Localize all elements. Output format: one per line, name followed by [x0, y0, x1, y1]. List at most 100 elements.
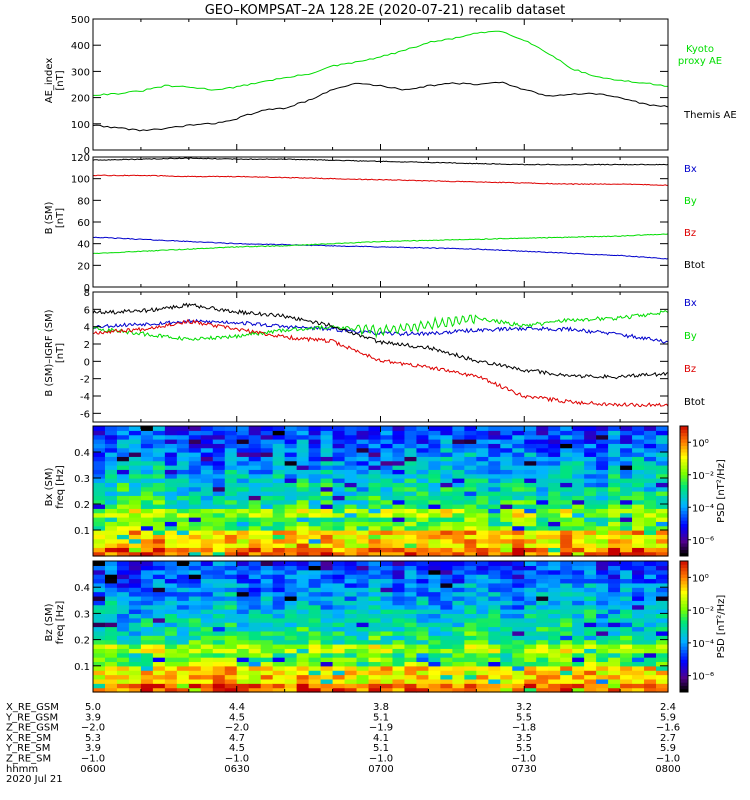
spectrogram-cell	[536, 648, 549, 654]
spectrogram-cell	[548, 683, 561, 689]
spectrogram-cell	[200, 460, 214, 466]
spectrogram-cell	[188, 439, 202, 444]
spectrogram-cell	[128, 478, 142, 483]
spectrogram-cell	[656, 670, 669, 676]
spectrogram-cell	[536, 652, 549, 658]
spectrogram-cell	[224, 617, 238, 623]
spectrogram-cell	[128, 543, 142, 548]
spectrogram-cell	[440, 473, 453, 479]
spectrogram-cell	[656, 426, 669, 431]
spectrogram-cell	[368, 617, 382, 623]
spectrogram-cell	[104, 452, 118, 457]
spectrogram-cell	[428, 460, 441, 466]
spectrogram-cell	[632, 525, 645, 531]
spectrogram-cell	[512, 426, 525, 431]
spectrogram-cell	[308, 543, 322, 548]
spectrogram-cell	[236, 670, 250, 676]
ylabel-line: Bz (SM)	[44, 603, 55, 641]
spectrogram-cell	[332, 491, 346, 496]
spectrogram-cell	[212, 674, 226, 680]
spectrogram-cell	[560, 521, 573, 527]
spectrogram-cell	[536, 508, 549, 514]
spectrogram-cell	[308, 657, 322, 663]
spectrogram-cell	[596, 491, 609, 496]
spectrogram-cell	[488, 670, 501, 676]
spectrogram-cell	[188, 521, 202, 527]
spectrogram-cell	[620, 456, 633, 462]
colorbar-step	[680, 435, 688, 440]
spectrogram-cell	[404, 443, 418, 449]
spectrogram-cell	[440, 482, 453, 488]
spectrogram-cell	[428, 622, 441, 628]
ephemeris-value: −1.6	[656, 723, 680, 734]
spectrogram-cell	[596, 482, 609, 488]
spectrogram-cell	[608, 439, 621, 444]
spectrogram-cell	[93, 578, 106, 584]
spectrogram-cell	[608, 456, 621, 462]
spectrogram-cell	[140, 683, 154, 689]
spectrogram-cell	[296, 538, 310, 544]
spectrogram-cell	[476, 587, 489, 593]
spectrogram-cell	[152, 538, 166, 544]
spectrogram-cell	[368, 473, 382, 479]
spectrogram-cell	[488, 517, 501, 522]
spectrogram-cell	[188, 613, 202, 619]
spectrogram-cell	[416, 635, 430, 641]
spectrogram-cell	[152, 622, 166, 628]
spectrogram-cell	[644, 613, 657, 619]
y-tick-label: 0	[84, 357, 90, 368]
spectrogram-cell	[93, 683, 106, 689]
spectrogram-cell	[260, 582, 274, 588]
spectrogram-cell	[212, 495, 226, 501]
ephemeris-value: 0730	[511, 764, 536, 775]
spectrogram-cell	[584, 591, 597, 597]
series-line-bz	[92, 318, 669, 408]
spectrogram-cell	[368, 543, 382, 548]
spectrogram-cell	[128, 538, 142, 544]
spectrogram-cell	[380, 439, 394, 444]
ylabel-line: B (SM)–IGRF (SM)	[44, 309, 55, 396]
spectrogram-cell	[608, 561, 621, 566]
spectrogram-cell	[116, 565, 130, 571]
spectrogram-cell	[224, 639, 238, 645]
spectrogram-cell	[212, 534, 226, 540]
spectrogram-cell	[428, 447, 441, 453]
ephemeris-value: 0800	[655, 764, 680, 775]
spectrogram-cell	[584, 648, 597, 654]
spectrogram-cell	[344, 639, 358, 645]
spectrogram-cell	[404, 517, 418, 522]
spectrogram-cell	[260, 439, 274, 444]
spectrogram-cell	[560, 617, 573, 623]
spectrogram-cell	[464, 613, 477, 619]
spectrogram-cell	[524, 622, 537, 628]
spectrogram-cell	[93, 569, 106, 575]
spectrogram-cell	[200, 569, 214, 575]
spectrogram-cell	[224, 630, 238, 636]
spectrogram-cell	[284, 504, 298, 509]
spectrogram-cell	[236, 674, 250, 680]
spectrogram-cell	[656, 643, 669, 649]
spectrogram-cell	[608, 430, 621, 436]
spectrogram-cell	[140, 525, 154, 531]
spectrogram-cell	[476, 452, 489, 457]
spectrogram-cell	[272, 547, 286, 553]
spectrogram-cell	[476, 491, 489, 496]
spectrogram-cell	[416, 538, 430, 544]
spectrogram-cell	[212, 609, 226, 614]
spectrogram-cell	[140, 613, 154, 619]
spectrogram-cell	[368, 683, 382, 689]
spectrogram-cell	[332, 639, 346, 645]
spectrogram-cell	[476, 683, 489, 689]
spectrogram-cell	[308, 595, 322, 601]
spectrogram-cell	[536, 543, 549, 548]
spectrogram-cell	[164, 478, 178, 483]
spectrogram-cell	[572, 574, 585, 580]
spectrogram-cell	[524, 504, 537, 509]
spectrogram-cell	[572, 465, 585, 470]
spectrogram-cell	[140, 447, 154, 453]
spectrogram-cell	[188, 574, 202, 580]
spectrogram-cell	[500, 534, 513, 540]
spectrogram-cell	[104, 486, 118, 492]
spectrogram-cell	[440, 591, 453, 597]
spectrogram-cell	[104, 551, 118, 557]
